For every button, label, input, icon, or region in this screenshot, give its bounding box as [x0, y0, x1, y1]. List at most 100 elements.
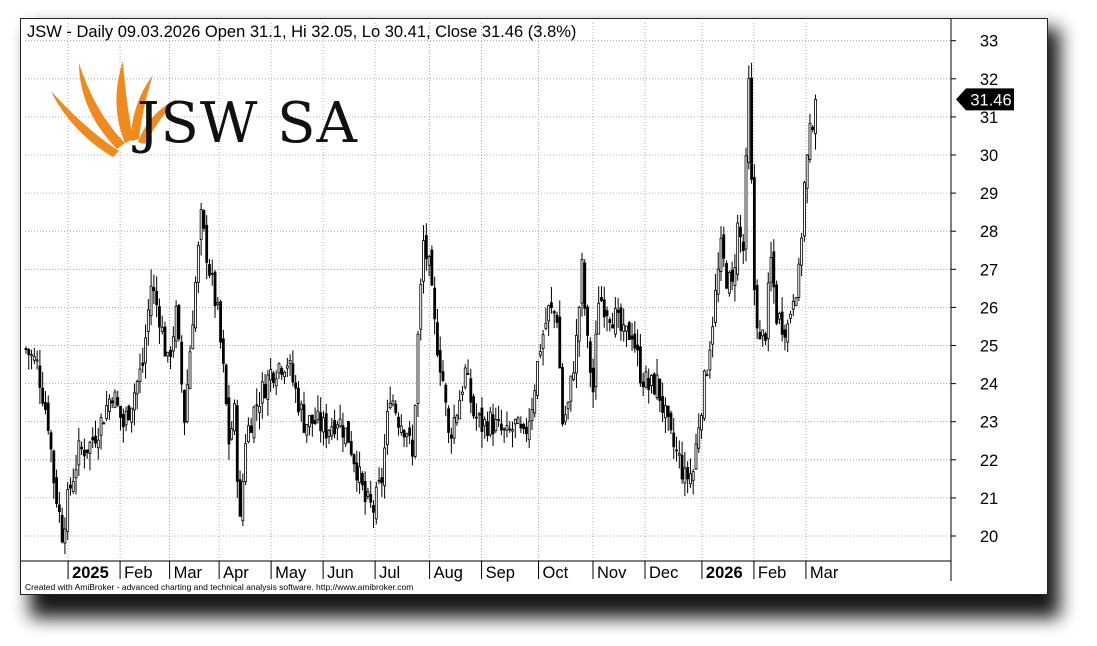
candle-body	[777, 313, 781, 320]
candle-body	[35, 359, 39, 362]
chart-frame: 20 21 22 23 24 25 26 27 28 29 30 31 32 33 2025 Feb Mar Ap…	[20, 18, 1048, 595]
candle-body	[249, 425, 253, 433]
candle-body	[764, 333, 767, 341]
candle-body	[177, 304, 181, 340]
candle-body	[661, 396, 665, 413]
last-price-label: 31.46	[970, 91, 1011, 109]
candle-body	[577, 306, 581, 342]
candle-body	[99, 417, 103, 436]
candle-body	[310, 414, 314, 424]
candle-body	[775, 284, 778, 324]
candle-body	[116, 397, 120, 406]
candle-body	[366, 491, 370, 497]
candle-body	[811, 127, 815, 130]
candle-body	[611, 324, 614, 329]
candle-body	[658, 378, 662, 401]
candle-body	[180, 341, 184, 385]
candle-body	[694, 443, 698, 470]
candle-body	[355, 462, 359, 481]
candle-body	[680, 454, 684, 480]
candle-body	[230, 428, 234, 440]
y-tick-label: 27	[980, 261, 998, 279]
candle-body	[725, 263, 728, 289]
candle-body	[608, 319, 612, 324]
candle-body	[419, 284, 423, 330]
candle-body	[505, 425, 509, 431]
candle-body	[463, 367, 467, 388]
candle-body	[494, 419, 498, 432]
candle-body	[677, 453, 681, 456]
candle-body	[171, 336, 175, 352]
candle-body	[383, 447, 387, 487]
candle-body	[277, 363, 281, 374]
y-tick-label: 24	[980, 376, 998, 394]
candle-body	[750, 77, 753, 180]
candle-body	[60, 514, 64, 543]
candle-body	[605, 310, 609, 317]
candle-body	[269, 369, 273, 381]
candle-body	[675, 449, 678, 452]
x-tick-label: Sep	[486, 564, 515, 582]
candle-body	[141, 362, 145, 367]
candle-body	[702, 370, 706, 419]
footer-credit: Created with AmiBroker - advanced charti…	[25, 582, 414, 592]
candle-body	[625, 325, 628, 332]
candle-body	[705, 374, 709, 377]
logo-ray	[138, 99, 177, 144]
candle-body	[755, 285, 759, 329]
candle-body	[146, 309, 150, 332]
candle-body	[174, 305, 178, 342]
candle-body	[499, 423, 503, 431]
candle-body	[427, 256, 431, 266]
candle-body	[135, 381, 139, 395]
candle-body	[780, 311, 784, 335]
candle-body	[299, 403, 303, 410]
candle-body	[205, 224, 209, 263]
candle-body	[291, 363, 295, 383]
candle-body	[46, 402, 50, 431]
candle-body	[647, 378, 651, 390]
candle-body	[285, 365, 289, 369]
candle-body	[57, 504, 61, 513]
y-tick-label: 23	[980, 414, 998, 432]
candle-body	[219, 301, 223, 343]
candle-body	[24, 348, 28, 350]
candle-body	[441, 371, 445, 381]
logo-emblem-icon	[51, 61, 177, 157]
candle-body	[672, 432, 676, 448]
candle-body	[96, 439, 100, 449]
candle-body	[80, 446, 83, 450]
candle-body	[644, 371, 648, 388]
candle-body	[55, 477, 58, 505]
candle-body	[666, 405, 670, 417]
candle-body	[166, 351, 170, 357]
logo-ray	[51, 91, 119, 157]
candle-body	[575, 334, 578, 374]
candle-body	[149, 285, 153, 317]
candle-body	[424, 235, 428, 260]
candle-body	[786, 323, 790, 343]
candle-body	[622, 324, 626, 332]
candle-body	[88, 441, 92, 454]
candle-body	[438, 349, 442, 373]
candle-body	[391, 400, 395, 405]
candle-body	[44, 402, 47, 410]
candle-body	[436, 322, 439, 356]
candle-body	[480, 407, 484, 432]
candle-body	[597, 302, 601, 335]
candle-body	[244, 443, 248, 482]
candle-body	[814, 98, 817, 134]
candle-body	[263, 384, 267, 399]
candle-body	[689, 473, 692, 485]
candle-body	[260, 381, 264, 404]
candle-body	[327, 430, 331, 437]
candle-body	[616, 309, 620, 313]
candle-body	[405, 433, 409, 438]
candle-body	[513, 418, 517, 425]
candle-body	[74, 469, 78, 479]
y-tick-label: 31	[980, 109, 998, 127]
candle-body	[722, 234, 726, 259]
y-tick-label: 21	[980, 490, 998, 508]
candle-body	[397, 416, 400, 428]
y-tick-label: 29	[980, 185, 998, 203]
